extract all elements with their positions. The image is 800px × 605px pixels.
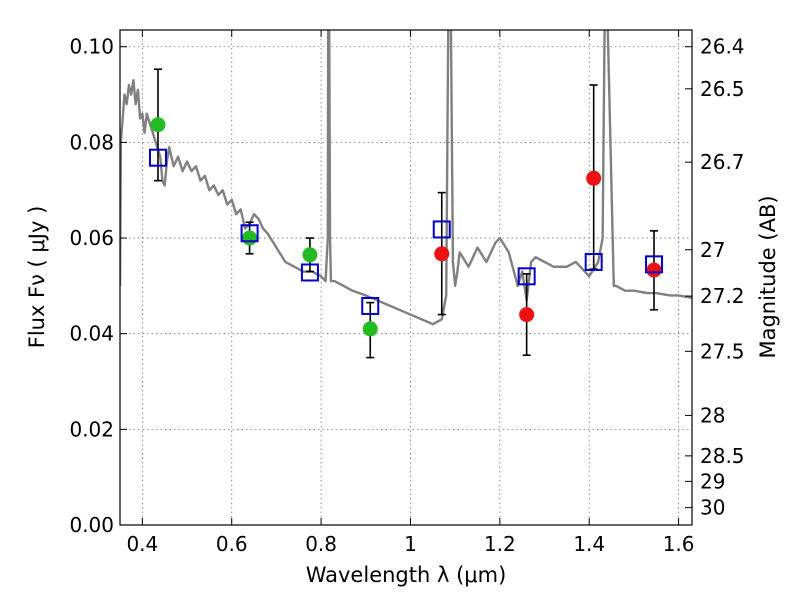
- data-point: [434, 246, 450, 262]
- y2-tick-label: 26.5: [700, 77, 745, 101]
- model-box-point: [645, 255, 664, 274]
- data-point: [362, 321, 378, 337]
- grid-lines: [120, 30, 692, 526]
- y2-tick-label: 29: [700, 469, 725, 493]
- x-tick-label: 0.6: [216, 532, 248, 556]
- y2-axis-label: Magnitude (AB): [756, 195, 780, 358]
- model-box-point: [517, 267, 536, 286]
- data-point: [586, 170, 602, 186]
- plot-area: [120, 30, 692, 359]
- data-point: [646, 262, 662, 278]
- model-box-point: [361, 296, 380, 315]
- y-tick-label: 0.10: [69, 35, 114, 59]
- y2-tick-label: 30: [700, 496, 725, 520]
- x-tick-label: 1.4: [573, 532, 605, 556]
- y-tick-label: 0.02: [69, 417, 114, 441]
- y-tick-label: 0.06: [69, 226, 114, 250]
- y2-tick-label: 28: [700, 403, 725, 427]
- y2-tick-label: 27.2: [700, 284, 745, 308]
- model-box-point: [432, 220, 451, 239]
- y-tick-label: 0.08: [69, 130, 114, 154]
- model-box-point: [584, 252, 603, 271]
- y2-tick-label: 27.5: [700, 339, 745, 363]
- model-spectrum-line: [120, 30, 692, 326]
- model-box-point: [240, 224, 259, 243]
- x-tick-label: 0.4: [126, 532, 158, 556]
- x-axis-label: Wavelength λ (μm): [306, 563, 507, 587]
- x-tick-label: 1.2: [484, 532, 516, 556]
- y2-tick-label: 26.7: [700, 150, 745, 174]
- x-tick-label: 1.6: [663, 532, 695, 556]
- model-box-point: [300, 263, 319, 282]
- data-point: [302, 247, 318, 263]
- y2-tick-label: 27: [700, 238, 725, 262]
- data-point: [242, 230, 258, 246]
- data-point: [150, 117, 166, 133]
- y-axis-label: Flux Fν ( μJy ): [25, 206, 49, 349]
- y2-tick-label: 26.4: [700, 35, 745, 59]
- model-box-point: [148, 148, 167, 167]
- x-tick-label: 0.8: [305, 532, 337, 556]
- y-tick-label: 0.00: [69, 513, 114, 537]
- x-tick-label: 1: [404, 532, 417, 556]
- axis-ticks: 0.4 0.6 0.8 1 1.2 1.4 1.6 0.00 0.02 0.04 0.06 0.08 0…: [69, 30, 745, 556]
- y2-tick-label: 28.5: [700, 444, 745, 468]
- data-point: [519, 307, 535, 323]
- plot-frame: [119, 29, 693, 526]
- y-tick-label: 0.04: [69, 322, 114, 346]
